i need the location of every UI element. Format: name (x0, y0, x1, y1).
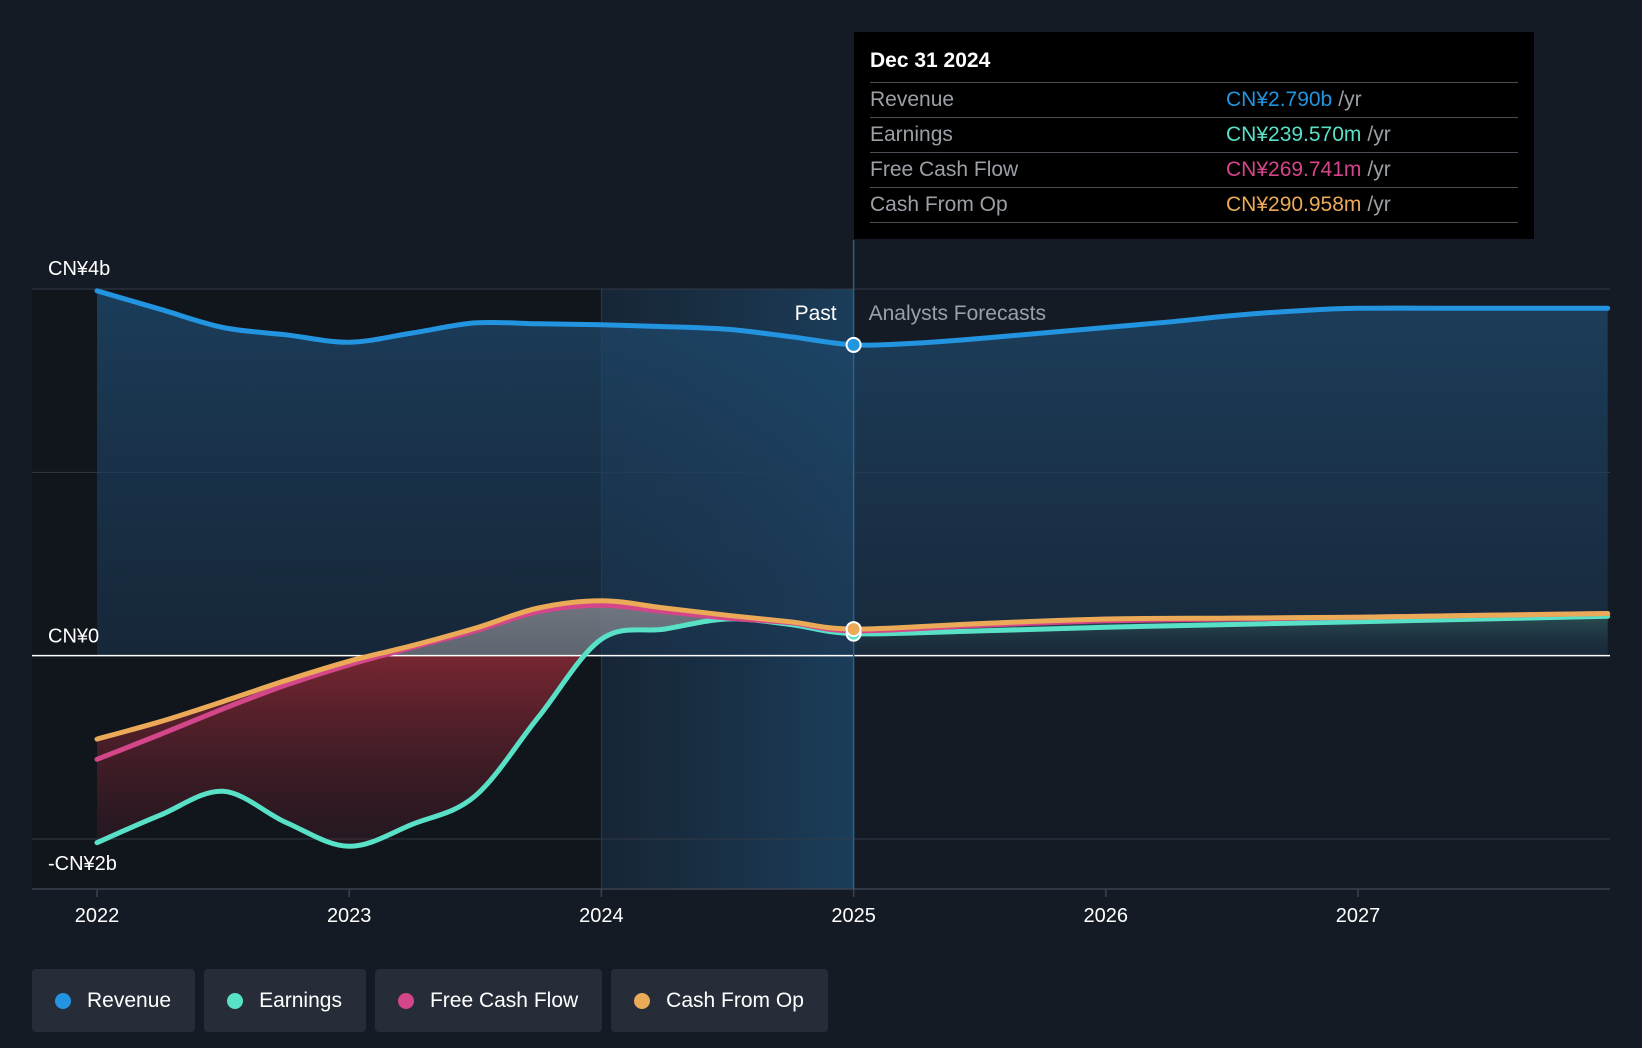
revenue-area (97, 290, 1608, 656)
x-tick-label: 2023 (327, 905, 372, 927)
tooltip-unit: /yr (1367, 123, 1391, 146)
legend-item-earnings[interactable]: Earnings (204, 969, 366, 1032)
tooltip-row-free-cash-flow: Free Cash Flow CN¥269.741m /yr (870, 153, 1518, 188)
revenue-dot-icon (55, 992, 71, 1009)
chart-text-layer: CN¥4b CN¥0 -CN¥2b 2022 2023 2024 2025 2026 2027 P… (48, 258, 1380, 927)
x-tick-label: 2027 (1336, 905, 1381, 927)
y-tick-label: -CN¥2b (48, 853, 117, 875)
tooltip-value: CN¥269.741m (1226, 158, 1362, 181)
chart-area-layer (32, 240, 1610, 890)
legend-label: Earnings (259, 988, 342, 1012)
x-tick-label: 2022 (75, 905, 120, 927)
y-tick-label: CN¥0 (48, 626, 99, 648)
y-tick-label: CN¥4b (48, 258, 110, 280)
series-line-revenue (94, 288, 1611, 348)
tooltip-value: CN¥290.958m (1226, 193, 1362, 216)
highlight-point-cash-from-op (845, 621, 862, 638)
past-label: Past (795, 302, 837, 325)
tooltip-unit: /yr (1367, 193, 1391, 216)
tooltip-label: Free Cash Flow (870, 158, 1019, 181)
tooltip-label: Earnings (870, 123, 953, 146)
forecast-label: Analysts Forecasts (869, 302, 1046, 325)
x-tick-label: 2024 (579, 905, 624, 927)
chart-lines-layer (94, 288, 1611, 849)
tooltip-unit: /yr (1338, 88, 1362, 111)
tooltip-panel: Dec 31 2024 Revenue CN¥2.790b /yr Earnin… (854, 32, 1534, 239)
legend-item-free-cash-flow[interactable]: Free Cash Flow (374, 969, 603, 1032)
x-tick-label: 2026 (1084, 905, 1129, 927)
legend-label: Cash From Op (666, 988, 804, 1012)
tooltip-value: CN¥239.570m (1226, 123, 1362, 146)
highlight-point-revenue (845, 336, 862, 353)
chart-legend: Revenue Earnings Free Cash Flow Cash Fro… (32, 969, 828, 1032)
tooltip-row-revenue: Revenue CN¥2.790b /yr (870, 83, 1518, 118)
earnings-dot-icon (227, 992, 244, 1009)
legend-item-revenue[interactable]: Revenue (32, 969, 196, 1032)
tooltip-value: CN¥2.790b (1226, 88, 1333, 111)
legend-item-cash-from-op[interactable]: Cash From Op (611, 969, 828, 1032)
tooltip-row-earnings: Earnings CN¥239.570m /yr (870, 118, 1518, 153)
tooltip-label: Revenue (870, 88, 955, 111)
positive-cashflow-area (370, 600, 854, 656)
series-line-earnings (94, 613, 1611, 849)
cash-from-op-dot-icon (634, 992, 651, 1009)
tooltip-date: Dec 31 2024 (870, 46, 1518, 83)
chart-canvas: CN¥4b CN¥0 -CN¥2b 2022 2023 2024 2025 2026 2027 P… (32, 240, 1611, 927)
x-tick-label: 2025 (831, 905, 876, 927)
tooltip-label: Cash From Op (870, 193, 1008, 216)
legend-label: Revenue (87, 988, 172, 1012)
tooltip-unit: /yr (1367, 158, 1391, 181)
legend-label: Free Cash Flow (429, 988, 579, 1012)
free-cash-flow-dot-icon (397, 992, 414, 1009)
tooltip-row-cash-from-op: Cash From Op CN¥290.958m /yr (870, 188, 1518, 223)
series-line-cash-from-op (94, 598, 1611, 742)
